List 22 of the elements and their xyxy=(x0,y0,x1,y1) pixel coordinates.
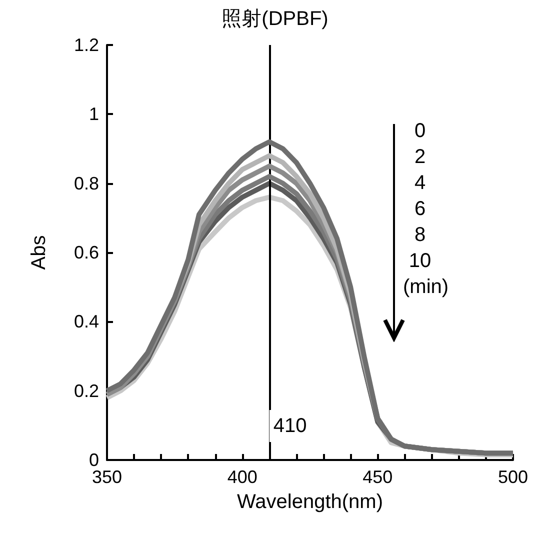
y-tick-label: 1 xyxy=(88,104,99,124)
y-tick-label: 0.2 xyxy=(74,380,99,401)
x-tick-label: 500 xyxy=(498,467,528,487)
y-tick-label: 1.2 xyxy=(74,35,99,55)
ref-line-label: 410 xyxy=(273,415,307,437)
y-tick-label: 0 xyxy=(88,450,99,470)
x-tick-label: 350 xyxy=(92,467,122,487)
x-tick-label: 450 xyxy=(362,467,393,487)
annotation: 8 xyxy=(413,223,427,248)
x-axis-title: Wavelength(nm) xyxy=(237,491,383,513)
annotation: 10 xyxy=(408,249,432,274)
annotation: (min) xyxy=(403,275,449,300)
annotation: 4 xyxy=(413,171,427,196)
y-tick-label: 0.6 xyxy=(74,242,99,262)
x-tick-label: 400 xyxy=(227,467,258,487)
annotation: 6 xyxy=(413,197,427,222)
annotation: 0 xyxy=(413,119,427,144)
y-tick-label: 0.8 xyxy=(74,173,99,194)
y-tick-label: 0.4 xyxy=(74,312,99,332)
annotation: 2 xyxy=(413,145,427,170)
chart-title: 照射(DPBF) xyxy=(222,8,328,30)
y-axis-title: Abs xyxy=(28,235,50,270)
